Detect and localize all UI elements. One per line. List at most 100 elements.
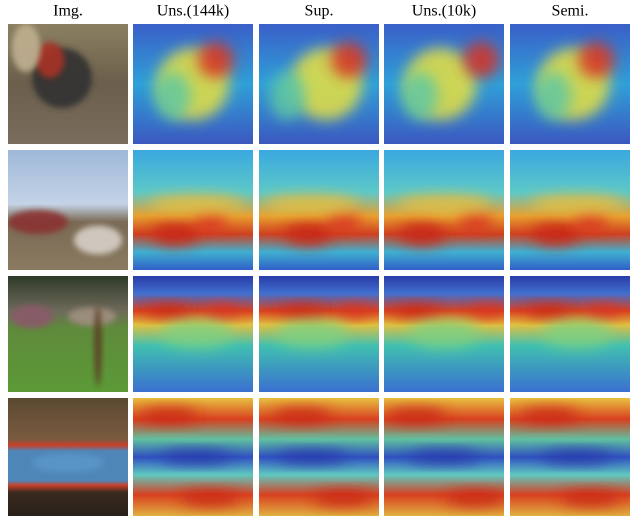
cell-content bbox=[384, 150, 504, 270]
heat-blob bbox=[469, 303, 504, 318]
column-header: Uns.(10k) bbox=[412, 3, 476, 20]
heatmap bbox=[384, 398, 504, 516]
heat-blob bbox=[325, 212, 361, 232]
heatmap bbox=[510, 150, 630, 270]
cell-content bbox=[510, 150, 630, 270]
heat-blob bbox=[275, 449, 348, 465]
photo-detail bbox=[35, 42, 65, 78]
photo-detail bbox=[11, 24, 41, 72]
cell-content bbox=[133, 150, 253, 270]
photo bbox=[8, 398, 128, 516]
heat-blob bbox=[191, 212, 228, 232]
heatmap bbox=[384, 276, 504, 392]
heat-blob bbox=[154, 72, 191, 120]
heat-blob bbox=[139, 407, 199, 424]
cell-content bbox=[384, 276, 504, 392]
heat-blob bbox=[284, 222, 333, 246]
cell-content bbox=[259, 276, 379, 392]
heat-blob bbox=[278, 303, 327, 318]
heat-blob bbox=[148, 194, 245, 214]
heat-blob bbox=[197, 42, 234, 78]
cell-content bbox=[133, 24, 253, 144]
photo-detail bbox=[10, 305, 54, 329]
heatmap bbox=[510, 276, 630, 392]
heat-blob bbox=[331, 42, 367, 78]
cell-content bbox=[259, 24, 379, 144]
heat-blob bbox=[396, 194, 492, 214]
cell-content bbox=[259, 150, 379, 270]
heat-blob bbox=[535, 72, 572, 120]
heat-blob bbox=[529, 194, 626, 214]
heat-blob bbox=[386, 407, 447, 424]
heat-blob bbox=[179, 490, 240, 507]
heat-blob bbox=[275, 320, 348, 348]
cell-content bbox=[8, 24, 128, 144]
heatmap bbox=[133, 150, 253, 270]
heat-blob bbox=[525, 303, 574, 318]
column-header: Uns.(144k) bbox=[157, 3, 229, 20]
heat-blob bbox=[145, 303, 193, 318]
photo bbox=[8, 150, 128, 270]
heatmap bbox=[259, 398, 379, 516]
heat-blob bbox=[203, 303, 240, 318]
heat-blob bbox=[584, 303, 621, 318]
heat-blob bbox=[541, 449, 614, 465]
heatmap bbox=[133, 398, 253, 516]
heat-blob bbox=[398, 222, 447, 246]
cell-content bbox=[384, 398, 504, 516]
heatmap bbox=[510, 398, 630, 516]
column-headers: Img. Uns.(144k) Sup. Uns.(10k) Semi. bbox=[53, 3, 588, 20]
heat-blob bbox=[445, 490, 504, 507]
heatmap bbox=[133, 24, 253, 144]
cell-content bbox=[133, 398, 253, 516]
heat-blob bbox=[560, 490, 621, 507]
heat-blob bbox=[519, 407, 580, 424]
heat-blob bbox=[541, 320, 614, 348]
cell-content bbox=[384, 24, 504, 144]
photo bbox=[8, 276, 128, 392]
photo-detail bbox=[8, 210, 68, 234]
heat-blob bbox=[457, 212, 494, 232]
heatmap bbox=[384, 150, 504, 270]
cell-content bbox=[8, 398, 128, 516]
heatmap bbox=[384, 24, 504, 144]
cell-content bbox=[133, 276, 253, 392]
heatmap bbox=[259, 24, 379, 144]
column-header: Sup. bbox=[305, 3, 334, 20]
heat-blob bbox=[263, 194, 360, 214]
heatmap bbox=[133, 276, 253, 392]
heat-blob bbox=[408, 320, 480, 348]
heat-blob bbox=[272, 407, 333, 424]
cell-content bbox=[510, 24, 630, 144]
heat-blob bbox=[408, 449, 480, 465]
cell-content bbox=[8, 276, 128, 392]
photo-detail bbox=[74, 225, 122, 255]
cell-content bbox=[259, 398, 379, 516]
heatmap bbox=[259, 150, 379, 270]
heat-blob bbox=[337, 303, 373, 318]
heat-blob bbox=[269, 72, 306, 120]
heat-blob bbox=[578, 42, 615, 78]
heat-blob bbox=[572, 212, 609, 232]
heat-blob bbox=[151, 222, 199, 246]
cell-content bbox=[510, 276, 630, 392]
heat-blob bbox=[531, 222, 580, 246]
cell-background bbox=[8, 276, 128, 392]
heat-blob bbox=[463, 42, 500, 78]
cell-content bbox=[8, 150, 128, 270]
image-grid bbox=[8, 24, 630, 516]
column-header: Img. bbox=[53, 3, 83, 20]
heat-blob bbox=[160, 449, 233, 465]
photo-detail bbox=[68, 307, 116, 326]
photo-detail bbox=[94, 305, 102, 387]
column-header: Semi. bbox=[552, 3, 589, 20]
photo bbox=[8, 24, 128, 144]
heatmap bbox=[259, 276, 379, 392]
cell-content bbox=[510, 398, 630, 516]
photo-detail bbox=[32, 453, 104, 473]
heat-blob bbox=[313, 490, 373, 507]
heat-blob bbox=[402, 72, 438, 120]
heat-blob bbox=[392, 303, 441, 318]
